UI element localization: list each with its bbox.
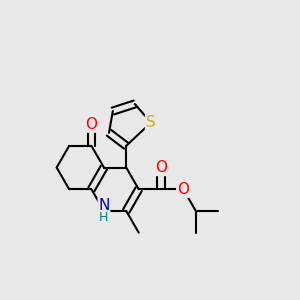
Text: S: S [146, 115, 156, 130]
Text: N: N [98, 198, 110, 213]
Text: O: O [85, 117, 98, 132]
Text: O: O [155, 160, 167, 175]
Text: O: O [177, 182, 189, 197]
Text: H: H [99, 211, 109, 224]
